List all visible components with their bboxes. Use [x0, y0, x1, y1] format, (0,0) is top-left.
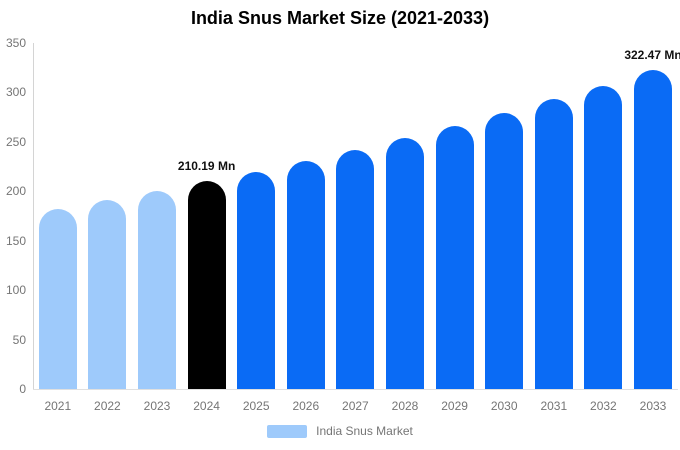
x-axis-label-2033: 2033: [639, 399, 667, 413]
bar-value-label-2033: 322.47 Mn: [624, 48, 680, 63]
bar-2027[interactable]: [336, 149, 375, 389]
x-axis-line: [33, 389, 678, 390]
chart-title: India Snus Market Size (2021-2033): [190, 8, 490, 28]
x-axis-label-2021: 2021: [44, 399, 72, 413]
bar-2023[interactable]: [138, 191, 176, 389]
bar-2022[interactable]: [88, 200, 127, 389]
y-axis-tick-50: 50: [12, 332, 26, 347]
bar-2033[interactable]: [634, 70, 672, 389]
x-axis-label-2024: 2024: [193, 399, 220, 413]
bar-2028[interactable]: [386, 137, 424, 389]
y-axis-tick-200: 200: [5, 184, 26, 199]
x-axis-label-2028: 2028: [391, 399, 419, 413]
legend-label: India Snus Market: [316, 424, 413, 438]
x-axis-label-2023: 2023: [143, 399, 171, 413]
x-axis-label-2030: 2030: [490, 399, 518, 413]
x-axis-label-2022: 2022: [94, 399, 121, 413]
y-axis-tick-150: 150: [5, 233, 26, 248]
x-axis-label-2031: 2031: [540, 399, 568, 413]
y-axis-tick-350: 350: [5, 36, 26, 50]
bar-2026[interactable]: [286, 160, 325, 389]
bar-value-label-2024: 210.19 Mn: [177, 159, 236, 174]
bar-2021[interactable]: [38, 209, 77, 389]
bar-2025[interactable]: [237, 171, 276, 389]
y-axis-line: [33, 43, 34, 389]
bar-2032[interactable]: [584, 85, 623, 389]
x-axis-label-2032: 2032: [590, 399, 617, 413]
bar-2031[interactable]: [534, 99, 573, 389]
legend-swatch: [267, 424, 308, 438]
y-axis-tick-100: 100: [5, 283, 26, 298]
bar-2029[interactable]: [435, 126, 474, 389]
legend[interactable]: India Snus Market: [0, 424, 680, 438]
x-axis-label-2025: 2025: [242, 399, 270, 413]
y-axis-tick-250: 250: [5, 134, 26, 149]
bar-2030[interactable]: [485, 113, 524, 389]
x-axis-label-2027: 2027: [342, 399, 369, 413]
y-axis-tick-300: 300: [5, 85, 26, 100]
x-axis-label-2029: 2029: [441, 399, 468, 413]
y-axis-tick-0: 0: [19, 382, 26, 396]
x-axis-label-2026: 2026: [292, 399, 320, 413]
bar-2024[interactable]: [187, 181, 226, 389]
